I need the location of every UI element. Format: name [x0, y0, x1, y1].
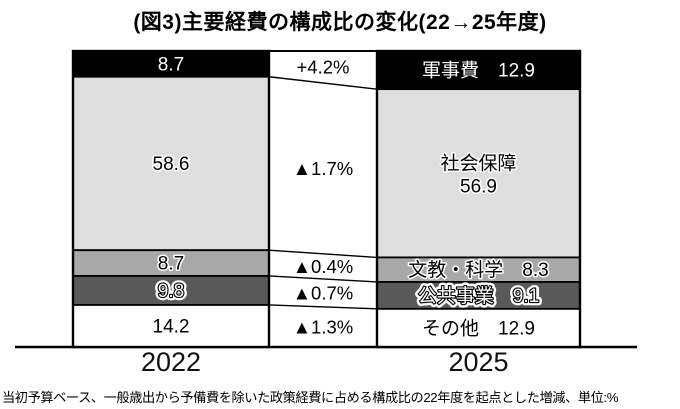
bar-2022-value-education-science: 8.7: [158, 254, 184, 275]
bar-2025-label-public-works: 公共事業 9.1: [418, 285, 539, 307]
bar-2022-value-other: 14.2: [153, 316, 190, 337]
change-label-other: ▲1.3%: [293, 316, 353, 337]
bar-2025-label-military: 軍事費 12.9: [422, 60, 535, 82]
change-label-education-science: ▲0.4%: [293, 256, 353, 277]
bar-2025-segment-social-security: [376, 88, 581, 259]
bar-2025-category-social-security: 社会保障: [440, 152, 516, 174]
bar-2022-value-military: 8.7: [158, 54, 184, 75]
bar-2022-value-public-works: 9.8: [158, 281, 184, 302]
bar-2025-label-education-science: 文教・科学 8.3: [408, 259, 548, 281]
change-label-public-works: ▲0.7%: [293, 282, 353, 303]
connector-public-works: [268, 304, 378, 310]
change-label-military: +4.2%: [297, 56, 350, 77]
bar-2022-value-social-security: 58.6: [153, 154, 190, 175]
connector-education-science: [268, 275, 378, 283]
bar-2025-segment-education-science: [376, 256, 581, 283]
year-label-2022: 2022: [141, 347, 201, 377]
bar-2022-segment-public-works: [72, 275, 270, 306]
connector-social-security: [268, 249, 378, 259]
bar-2022-segment-social-security: [72, 75, 270, 252]
chart-footnote: 当初予算ベース、一般歳出から予備費を除いた政策経費に占める構成比の22年度を起点…: [2, 390, 619, 405]
chart-title: (図3)主要経費の構成比の変化(22→25年度): [133, 11, 547, 34]
year-label-2025: 2025: [448, 347, 508, 377]
connector-military: [268, 76, 378, 90]
bar-2025-frame: [375, 49, 582, 349]
bar-2022-value-public-works-glow: 9.8: [158, 281, 184, 302]
bar-2025-label-public-works-glow: 公共事業 9.1: [418, 284, 540, 307]
bar-2022-frame: [71, 49, 271, 349]
bar-2025-value-social-security: 56.9: [460, 176, 497, 197]
bar-2025-label-other: その他 12.9: [422, 317, 535, 339]
change-label-social-security: ▲1.7%: [293, 158, 353, 179]
